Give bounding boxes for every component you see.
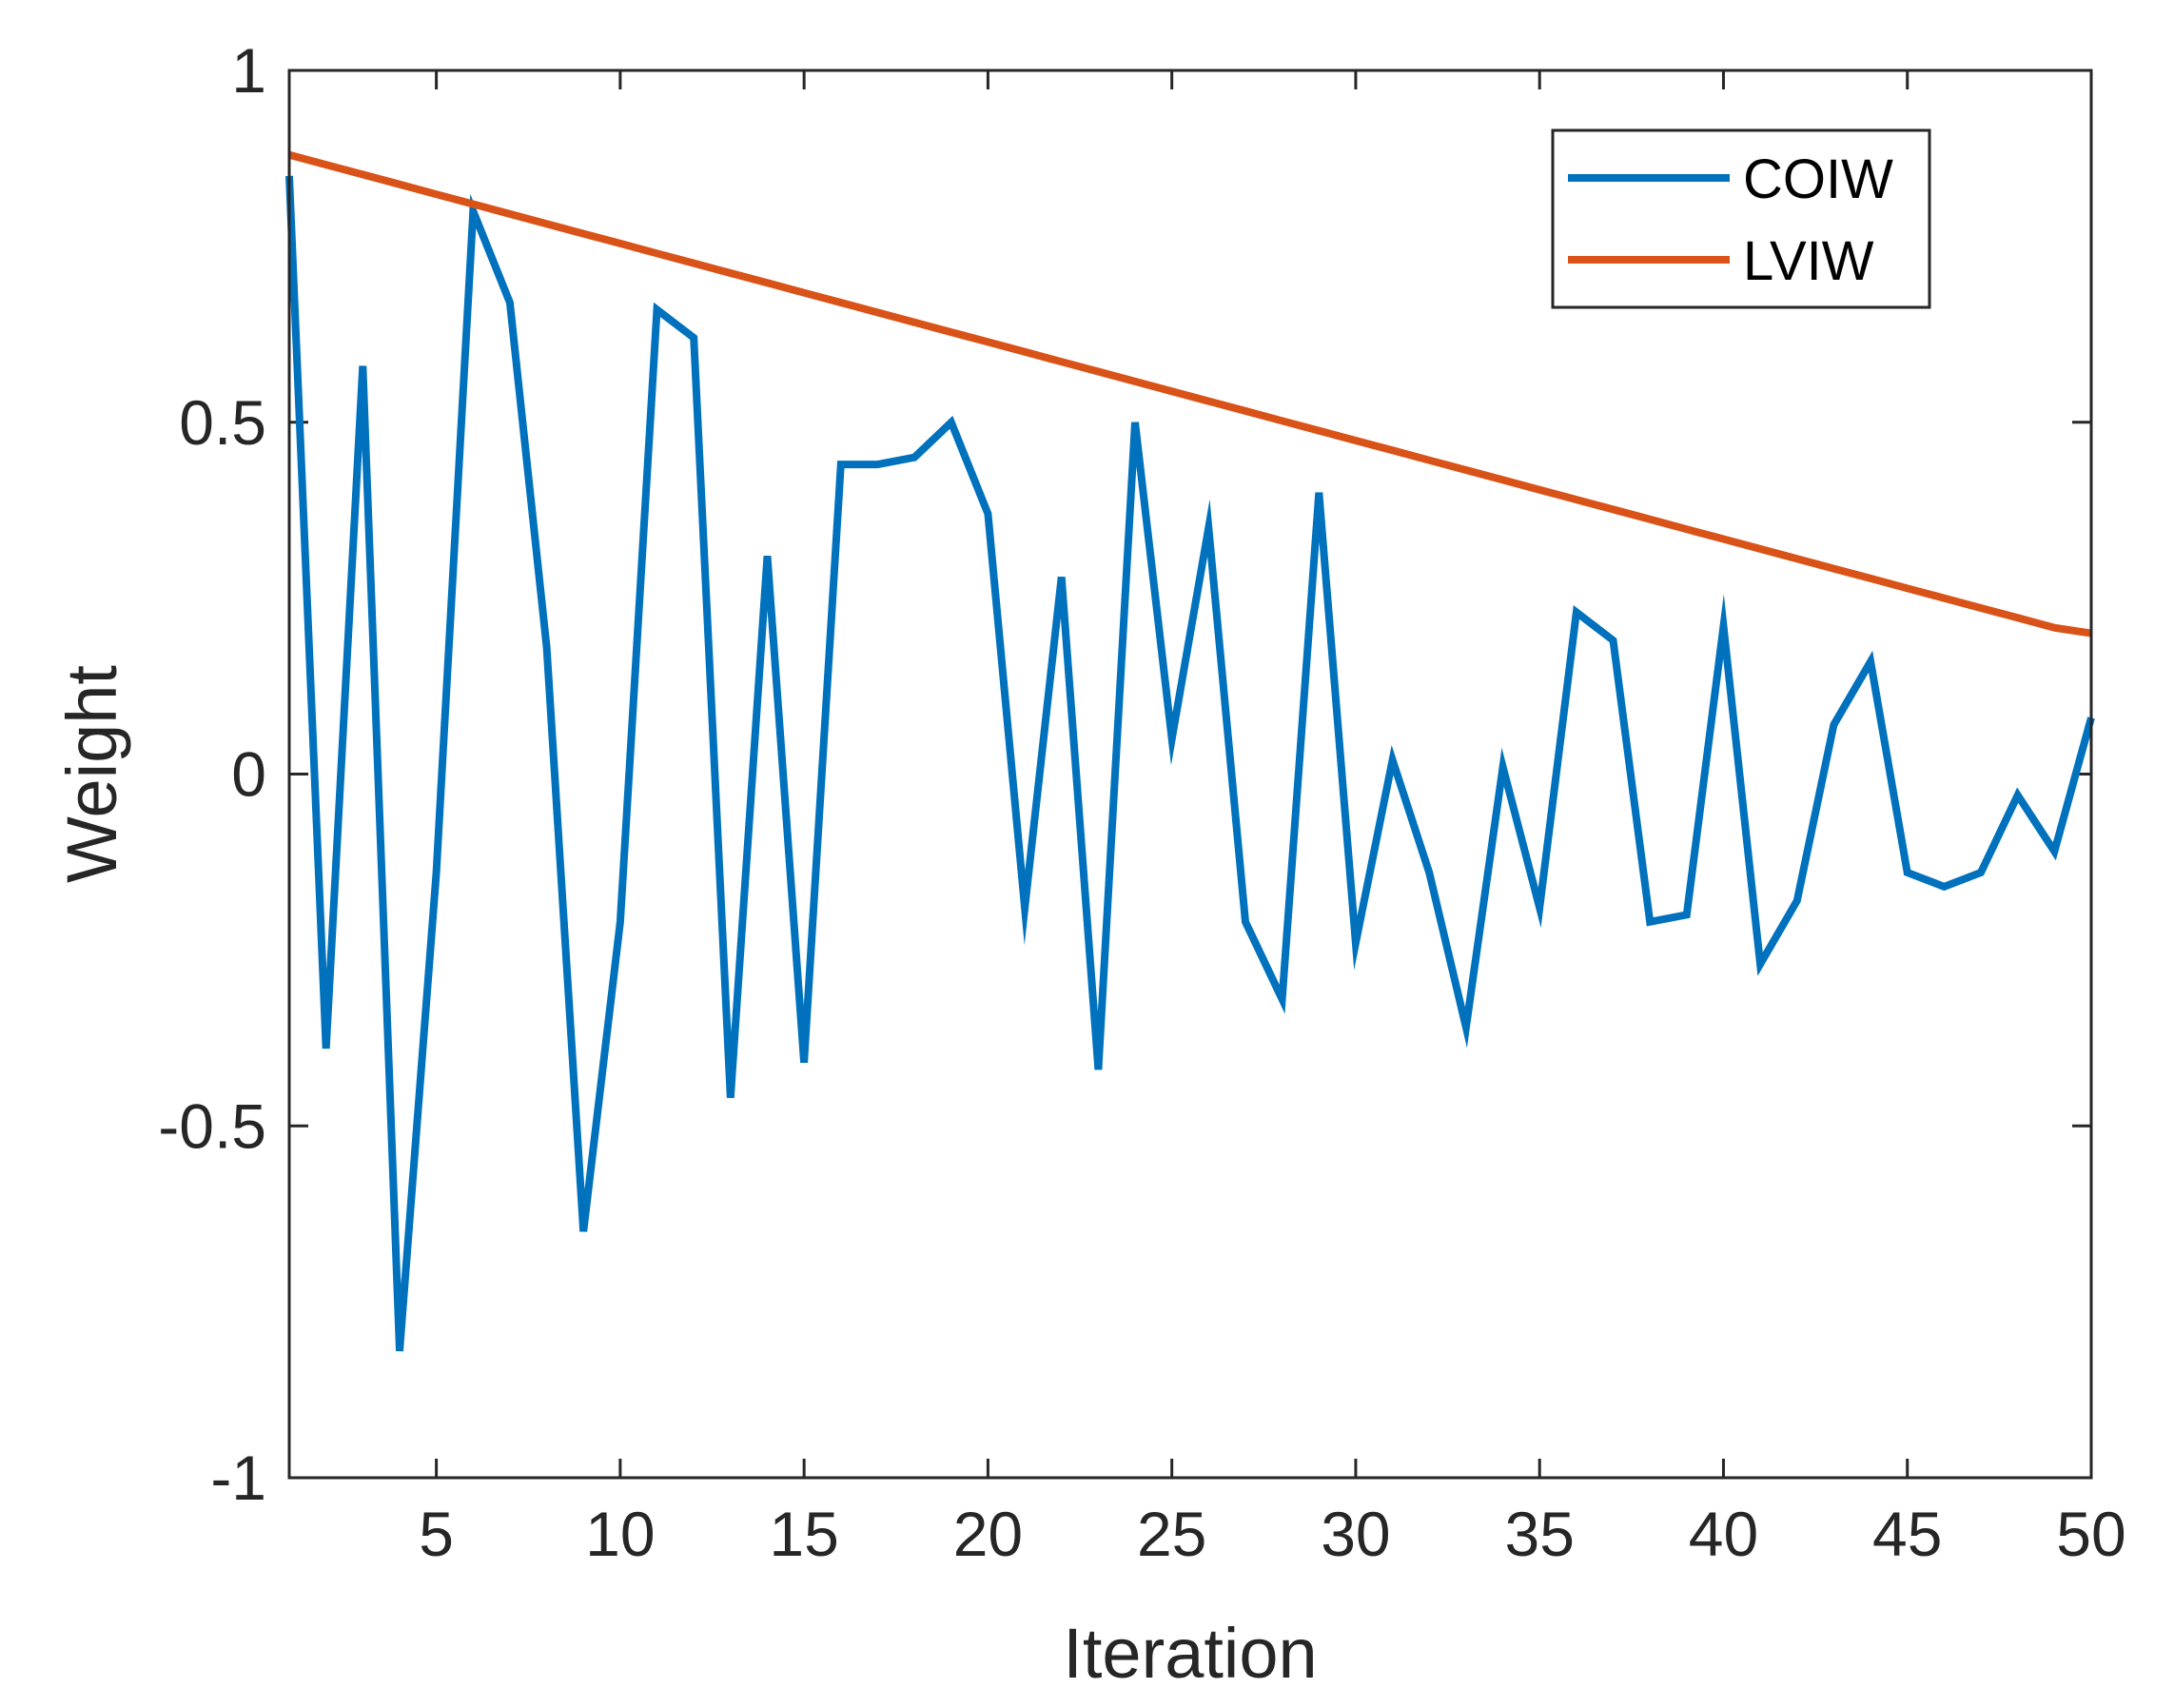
x-tick-label: 25: [1137, 1499, 1206, 1569]
axes-box: [287, 69, 2093, 1480]
x-tick-label: 30: [1321, 1499, 1390, 1569]
x-tick-label: 5: [419, 1499, 454, 1569]
y-tick-label: -1: [210, 1443, 266, 1513]
x-tick-label: 45: [1872, 1499, 1942, 1569]
y-tick-label: 0.5: [179, 387, 266, 458]
series-line-coiw: [285, 175, 2095, 1352]
legend-label-coiw: COIW: [1743, 148, 1893, 210]
legend-label-lviw: LVIW: [1743, 230, 1874, 292]
x-tick-label: 40: [1689, 1499, 1758, 1569]
x-tick-label: 10: [585, 1499, 655, 1569]
series-lines: [285, 150, 2095, 1352]
x-tick-label: 20: [953, 1499, 1023, 1569]
tick-labels: 5 10 15 20 25 30 35 40 45 50 -1 -0.5 0 0.5 1: [158, 35, 2125, 1569]
legend: COIW LVIW: [1551, 128, 1931, 309]
x-tick-label: 35: [1504, 1499, 1574, 1569]
series-line-lviw: [287, 150, 2092, 638]
y-tick-label: 1: [231, 35, 266, 106]
x-tick-label: 50: [2056, 1499, 2125, 1569]
axes-frame: [287, 69, 2093, 1480]
x-tick-label: 15: [769, 1499, 838, 1569]
legend-box: [1551, 128, 1931, 309]
y-tick-label: 0: [231, 739, 266, 810]
y-tick-label: -0.5: [158, 1090, 266, 1161]
y-axis-label: Weight: [52, 665, 131, 883]
x-axis-label: Iteration: [1063, 1614, 1317, 1693]
